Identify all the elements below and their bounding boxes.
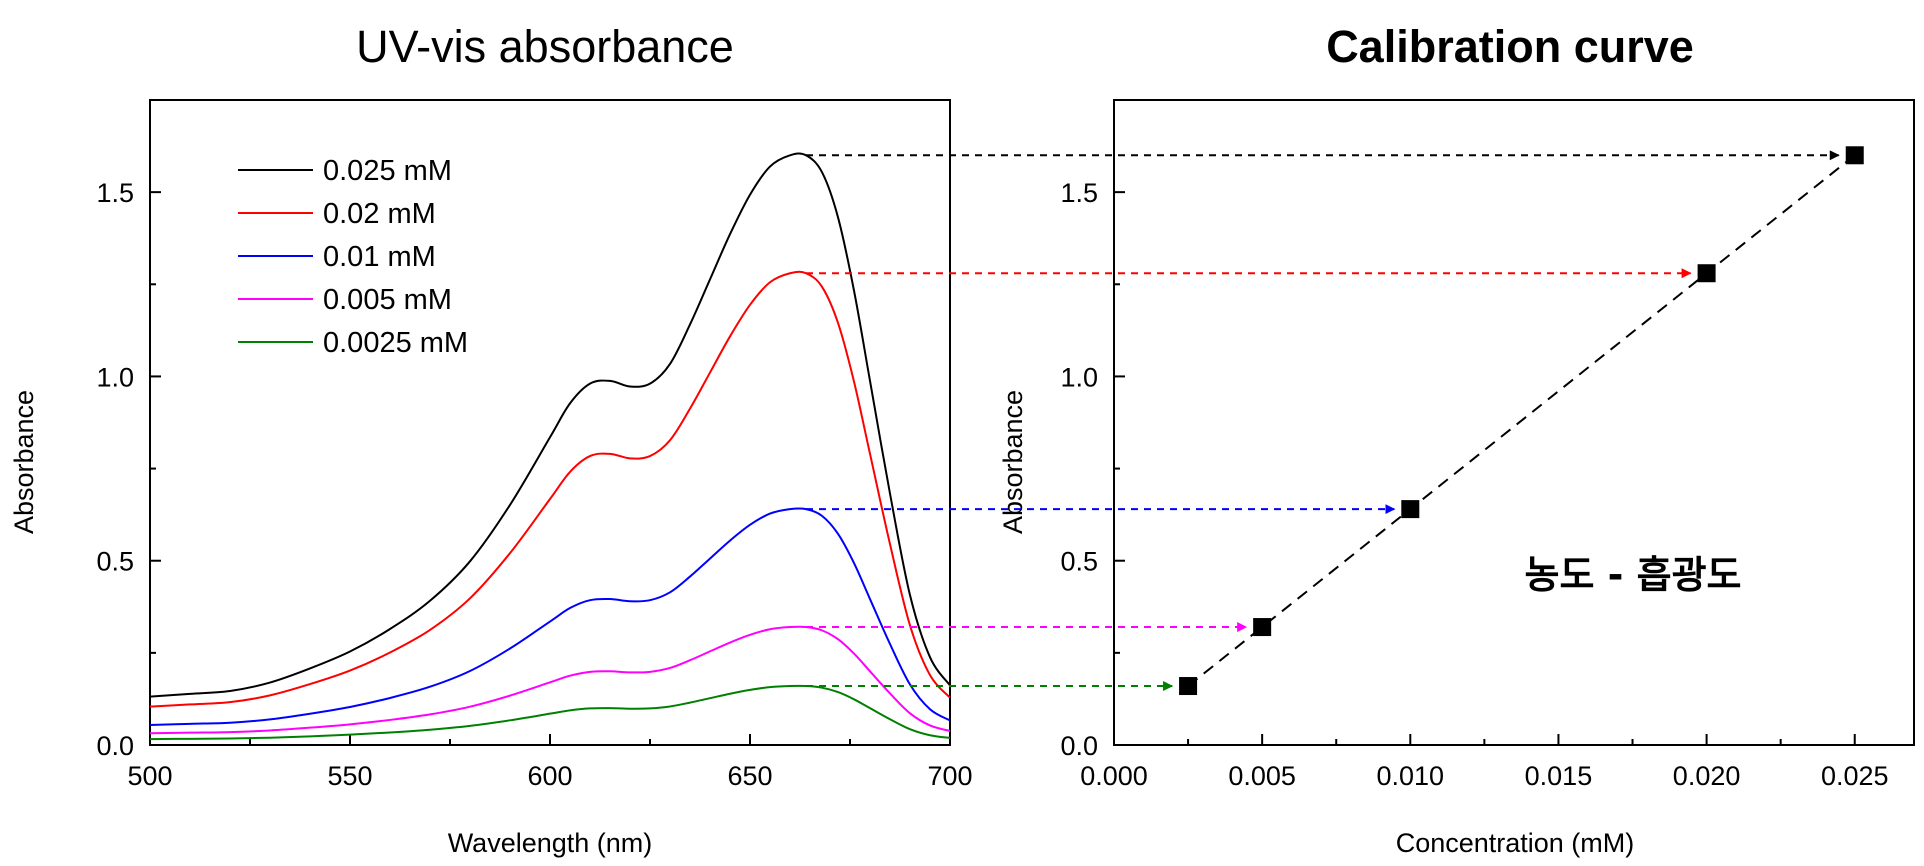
calibration-xtick-label: 0.025 <box>1821 761 1889 791</box>
uvvis-legend: 0.025 mM 0.02 mM 0.01 mM 0.005 mM 0.0025 mM <box>238 155 468 359</box>
calibration-chart: Calibration curve 0.000 0.005 0.010 0.015 0.… <box>998 21 1915 858</box>
calibration-annotation: 농도 - 흡광도 <box>1524 553 1741 597</box>
uvvis-xtick-label: 600 <box>527 761 572 791</box>
uvvis-series-line-3 <box>149 625 951 735</box>
calibration-xtick-label: 0.000 <box>1080 761 1148 791</box>
peak-to-calibration-arrows <box>806 150 1840 692</box>
uvvis-xtick-label: 550 <box>327 761 372 791</box>
uvvis-series-line-0 <box>149 152 951 698</box>
uvvis-title: UV-vis absorbance <box>356 21 734 72</box>
calibration-ytick-label: 0.5 <box>1060 547 1098 577</box>
calibration-point-3 <box>1697 264 1716 283</box>
calibration-xtick-label: 0.015 <box>1525 761 1593 791</box>
calibration-point-0 <box>1179 677 1198 696</box>
calibration-xtick-label: 0.005 <box>1228 761 1296 791</box>
calibration-xtick-label: 0.020 <box>1673 761 1741 791</box>
calibration-point-1 <box>1253 618 1272 637</box>
uvvis-series-line-4 <box>149 684 951 741</box>
legend-label-2: 0.01 mM <box>323 241 436 273</box>
calibration-fit-group <box>1187 154 1856 687</box>
uvvis-ytick-label: 1.5 <box>96 178 134 208</box>
uvvis-series-group <box>149 152 951 741</box>
calibration-title: Calibration curve <box>1326 21 1694 72</box>
calibration-ytick-label: 1.0 <box>1060 362 1098 392</box>
uvvis-xtick-label: 500 <box>127 761 172 791</box>
uvvis-ytick-label: 0.0 <box>96 731 134 761</box>
calibration-axes: 0.000 0.005 0.010 0.015 0.020 0.025 0.0 0.5 1.0 1… <box>1060 99 1915 791</box>
legend-label-1: 0.02 mM <box>323 198 436 230</box>
calibration-points <box>1179 146 1864 696</box>
calibration-ylabel: Absorbance <box>998 390 1028 534</box>
calibration-ytick-label: 0.0 <box>1060 731 1098 761</box>
legend-label-4: 0.0025 mM <box>323 327 468 359</box>
legend-label-3: 0.005 mM <box>323 284 452 316</box>
uvvis-xtick-label: 650 <box>727 761 772 791</box>
legend-label-0: 0.025 mM <box>323 155 452 187</box>
calibration-plot-frame <box>1113 99 1915 746</box>
uvvis-xtick-label: 700 <box>927 761 972 791</box>
uvvis-series-line-2 <box>149 507 951 726</box>
calibration-point-2 <box>1401 500 1420 519</box>
calibration-point-4 <box>1845 146 1864 165</box>
uvvis-ylabel: Absorbance <box>9 390 39 534</box>
uvvis-axes: 500 550 600 650 700 0.0 0.5 1.0 1.5 <box>96 99 973 791</box>
uvvis-plot-frame <box>149 99 951 746</box>
uvvis-chart: UV-vis absorbance 500 550 600 650 700 0.0 0.5 1… <box>9 21 973 858</box>
calibration-ytick-label: 1.5 <box>1060 178 1098 208</box>
calibration-xlabel: Concentration (mM) <box>1396 828 1635 858</box>
uvvis-xlabel: Wavelength (nm) <box>448 828 653 858</box>
calibration-fit-line <box>1187 154 1856 687</box>
uvvis-ytick-label: 1.0 <box>96 362 134 392</box>
uvvis-ytick-label: 0.5 <box>96 547 134 577</box>
uvvis-series-line-1 <box>149 270 951 708</box>
calibration-xtick-label: 0.010 <box>1377 761 1445 791</box>
